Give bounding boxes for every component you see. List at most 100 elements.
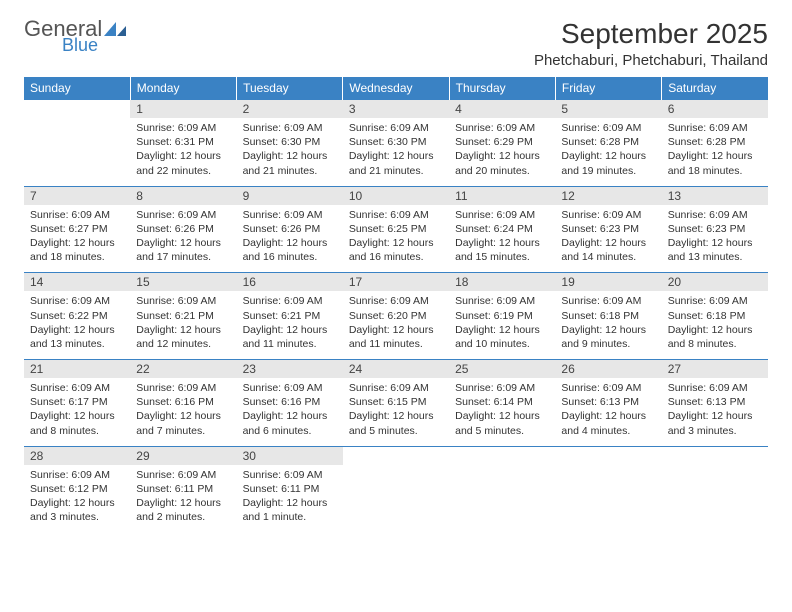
day-number: 30	[237, 447, 343, 465]
day-body: Sunrise: 6:09 AMSunset: 6:31 PMDaylight:…	[130, 118, 236, 186]
weekday-header: Sunday	[24, 77, 130, 100]
calendar-cell: 26Sunrise: 6:09 AMSunset: 6:13 PMDayligh…	[555, 360, 661, 447]
day-line: and 13 minutes.	[668, 250, 762, 264]
day-line: Sunrise: 6:09 AM	[30, 294, 124, 308]
day-line: Sunrise: 6:09 AM	[561, 381, 655, 395]
day-line: Sunset: 6:23 PM	[561, 222, 655, 236]
day-line: and 22 minutes.	[136, 164, 230, 178]
day-line: Sunset: 6:24 PM	[455, 222, 549, 236]
calendar-cell: 15Sunrise: 6:09 AMSunset: 6:21 PMDayligh…	[130, 273, 236, 360]
calendar-cell: 29Sunrise: 6:09 AMSunset: 6:11 PMDayligh…	[130, 446, 236, 532]
day-line: Daylight: 12 hours	[243, 236, 337, 250]
day-line: and 5 minutes.	[349, 424, 443, 438]
day-number: 2	[237, 100, 343, 118]
day-body: Sunrise: 6:09 AMSunset: 6:23 PMDaylight:…	[555, 205, 661, 273]
day-number: 21	[24, 360, 130, 378]
day-line: Sunset: 6:17 PM	[30, 395, 124, 409]
day-number	[24, 100, 130, 118]
day-line: Sunrise: 6:09 AM	[243, 381, 337, 395]
logo-sail-icon	[104, 22, 126, 36]
day-line: Sunset: 6:29 PM	[455, 135, 549, 149]
day-line: and 8 minutes.	[668, 337, 762, 351]
day-line: Sunrise: 6:09 AM	[349, 294, 443, 308]
calendar-week-row: 21Sunrise: 6:09 AMSunset: 6:17 PMDayligh…	[24, 360, 768, 447]
day-line: Sunset: 6:26 PM	[136, 222, 230, 236]
day-body: Sunrise: 6:09 AMSunset: 6:16 PMDaylight:…	[237, 378, 343, 446]
day-line: Sunset: 6:22 PM	[30, 309, 124, 323]
day-line: and 18 minutes.	[30, 250, 124, 264]
calendar-cell	[343, 446, 449, 532]
day-line: Daylight: 12 hours	[668, 236, 762, 250]
day-body: Sunrise: 6:09 AMSunset: 6:26 PMDaylight:…	[237, 205, 343, 273]
day-line: Sunrise: 6:09 AM	[455, 121, 549, 135]
calendar-cell: 17Sunrise: 6:09 AMSunset: 6:20 PMDayligh…	[343, 273, 449, 360]
calendar-cell: 12Sunrise: 6:09 AMSunset: 6:23 PMDayligh…	[555, 186, 661, 273]
calendar-cell: 19Sunrise: 6:09 AMSunset: 6:18 PMDayligh…	[555, 273, 661, 360]
day-line: Sunset: 6:30 PM	[349, 135, 443, 149]
day-number: 11	[449, 187, 555, 205]
day-line: Sunset: 6:14 PM	[455, 395, 549, 409]
day-number: 3	[343, 100, 449, 118]
day-line: Sunset: 6:23 PM	[668, 222, 762, 236]
calendar-cell: 27Sunrise: 6:09 AMSunset: 6:13 PMDayligh…	[662, 360, 768, 447]
day-number: 19	[555, 273, 661, 291]
day-line: Sunset: 6:27 PM	[30, 222, 124, 236]
day-line: and 6 minutes.	[243, 424, 337, 438]
day-body: Sunrise: 6:09 AMSunset: 6:18 PMDaylight:…	[555, 291, 661, 359]
month-title: September 2025	[534, 18, 768, 50]
day-body: Sunrise: 6:09 AMSunset: 6:18 PMDaylight:…	[662, 291, 768, 359]
day-number: 5	[555, 100, 661, 118]
calendar-cell: 9Sunrise: 6:09 AMSunset: 6:26 PMDaylight…	[237, 186, 343, 273]
day-line: Sunrise: 6:09 AM	[668, 294, 762, 308]
day-number: 9	[237, 187, 343, 205]
day-number: 23	[237, 360, 343, 378]
day-line: Daylight: 12 hours	[243, 496, 337, 510]
day-line: Sunset: 6:16 PM	[243, 395, 337, 409]
day-line: and 19 minutes.	[561, 164, 655, 178]
day-line: Daylight: 12 hours	[349, 323, 443, 337]
day-line: and 7 minutes.	[136, 424, 230, 438]
day-line: Sunrise: 6:09 AM	[243, 208, 337, 222]
calendar-cell: 4Sunrise: 6:09 AMSunset: 6:29 PMDaylight…	[449, 100, 555, 187]
day-body: Sunrise: 6:09 AMSunset: 6:24 PMDaylight:…	[449, 205, 555, 273]
day-line: Sunrise: 6:09 AM	[349, 208, 443, 222]
logo-text-blue: Blue	[62, 36, 98, 54]
day-number: 17	[343, 273, 449, 291]
day-line: and 20 minutes.	[455, 164, 549, 178]
day-body: Sunrise: 6:09 AMSunset: 6:17 PMDaylight:…	[24, 378, 130, 446]
day-line: Sunrise: 6:09 AM	[668, 208, 762, 222]
day-line: Sunrise: 6:09 AM	[136, 208, 230, 222]
day-body	[24, 118, 130, 176]
day-line: Sunset: 6:13 PM	[668, 395, 762, 409]
day-line: Sunrise: 6:09 AM	[349, 121, 443, 135]
day-number: 25	[449, 360, 555, 378]
day-line: Daylight: 12 hours	[561, 323, 655, 337]
day-line: Daylight: 12 hours	[243, 323, 337, 337]
day-line: Daylight: 12 hours	[30, 496, 124, 510]
day-line: and 11 minutes.	[349, 337, 443, 351]
day-line: Sunrise: 6:09 AM	[136, 121, 230, 135]
day-number	[343, 447, 449, 465]
day-line: and 21 minutes.	[243, 164, 337, 178]
day-number: 27	[662, 360, 768, 378]
day-line: Sunset: 6:19 PM	[455, 309, 549, 323]
day-body: Sunrise: 6:09 AMSunset: 6:30 PMDaylight:…	[237, 118, 343, 186]
day-line: Daylight: 12 hours	[243, 149, 337, 163]
calendar-cell: 30Sunrise: 6:09 AMSunset: 6:11 PMDayligh…	[237, 446, 343, 532]
day-line: Daylight: 12 hours	[349, 409, 443, 423]
day-line: Sunrise: 6:09 AM	[561, 208, 655, 222]
day-line: Daylight: 12 hours	[136, 149, 230, 163]
weekday-header: Wednesday	[343, 77, 449, 100]
calendar-week-row: 7 Sunrise: 6:09 AM Sunset: 6:27 PM Daylight…	[24, 186, 768, 273]
day-number: 29	[130, 447, 236, 465]
day-line: Sunset: 6:21 PM	[136, 309, 230, 323]
day-line: Sunrise: 6:09 AM	[136, 294, 230, 308]
day-number: 6	[662, 100, 768, 118]
calendar-cell: 14Sunrise: 6:09 AMSunset: 6:22 PMDayligh…	[24, 273, 130, 360]
day-number: 7	[24, 187, 130, 205]
day-line: Sunset: 6:30 PM	[243, 135, 337, 149]
day-line: and 2 minutes.	[136, 510, 230, 524]
day-line: and 11 minutes.	[243, 337, 337, 351]
weekday-header: Tuesday	[237, 77, 343, 100]
day-line: Sunset: 6:18 PM	[561, 309, 655, 323]
